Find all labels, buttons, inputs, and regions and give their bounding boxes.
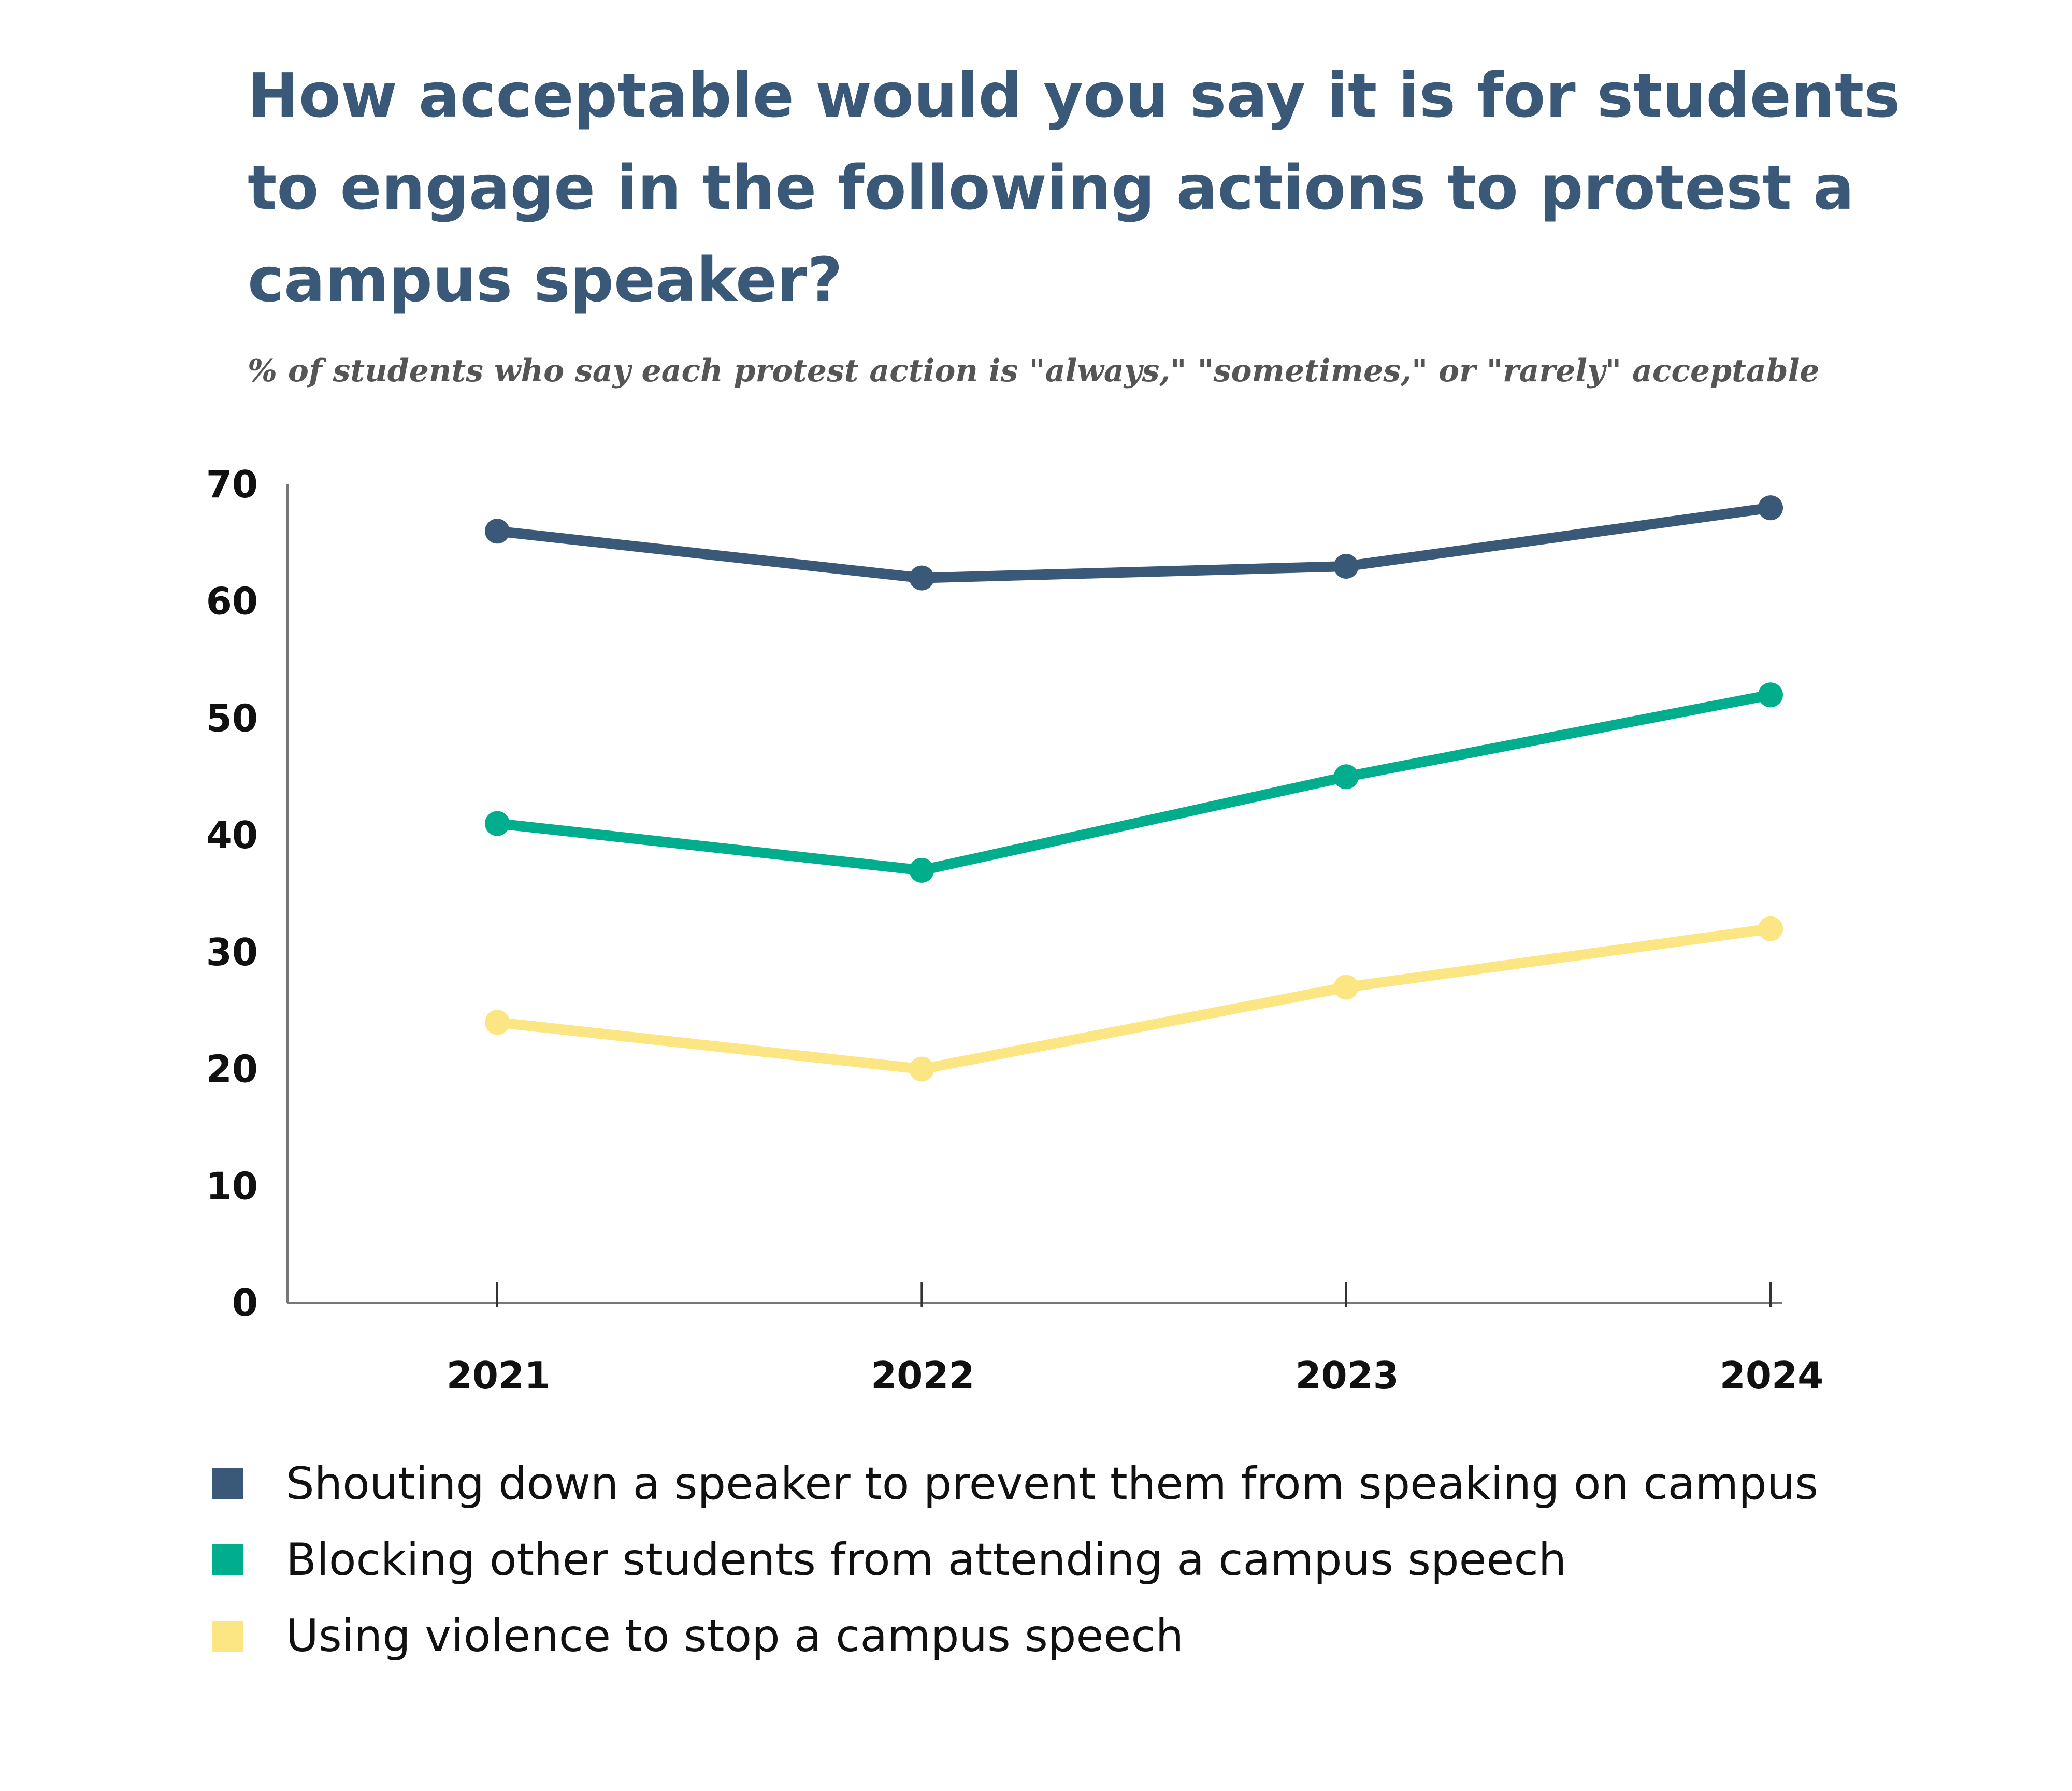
data-point bbox=[909, 857, 934, 883]
x-tick-label: 2024 bbox=[1720, 1354, 1823, 1397]
data-point bbox=[909, 565, 934, 591]
legend-swatch bbox=[212, 1544, 243, 1575]
legend-item: Using violence to stop a campus speech bbox=[212, 1598, 2025, 1674]
legend-item: Blocking other students from attending a… bbox=[212, 1522, 2025, 1598]
chart-subtitle: % of students who say each protest actio… bbox=[248, 353, 1820, 389]
y-tick-label: 20 bbox=[206, 1048, 258, 1091]
data-point bbox=[485, 519, 510, 544]
data-point bbox=[1333, 554, 1359, 579]
legend-item: Shouting down a speaker to prevent them … bbox=[212, 1445, 2025, 1522]
x-tick-label: 2021 bbox=[447, 1354, 550, 1397]
data-point bbox=[1758, 682, 1783, 708]
series-line bbox=[492, 690, 1776, 876]
data-point bbox=[1758, 916, 1783, 941]
y-tick-label: 40 bbox=[206, 813, 258, 857]
chart-title: How acceptable would you say it is for s… bbox=[248, 60, 1901, 316]
legend-swatch bbox=[212, 1620, 243, 1652]
x-tick-label: 2022 bbox=[871, 1354, 974, 1397]
legend-swatch bbox=[212, 1468, 243, 1499]
data-point bbox=[485, 811, 510, 836]
data-point bbox=[1333, 764, 1359, 790]
chart-legend: Shouting down a speaker to prevent them … bbox=[212, 1445, 2025, 1674]
y-tick-label: 30 bbox=[206, 930, 258, 974]
legend-label: Shouting down a speaker to prevent them … bbox=[286, 1457, 1819, 1510]
y-tick-label: 0 bbox=[232, 1281, 258, 1325]
data-point bbox=[485, 1010, 510, 1035]
series-group bbox=[485, 495, 1783, 591]
x-tick-label: 2023 bbox=[1295, 1354, 1399, 1397]
legend-label: Using violence to stop a campus speech bbox=[286, 1610, 1184, 1662]
y-tick-label: 60 bbox=[206, 580, 258, 623]
data-point bbox=[909, 1056, 934, 1082]
series-group bbox=[485, 916, 1783, 1082]
y-tick-label: 50 bbox=[206, 696, 258, 740]
data-point bbox=[1758, 495, 1783, 521]
series-line bbox=[492, 923, 1776, 1074]
y-tick-label: 10 bbox=[206, 1164, 258, 1208]
series-group bbox=[485, 682, 1783, 883]
y-tick-label: 70 bbox=[206, 463, 258, 506]
chart-axes: 0 10 20 30 40 50 60 70 2021 2022 2023 2024 bbox=[206, 463, 1823, 1397]
data-point bbox=[1333, 975, 1359, 1000]
legend-label: Blocking other students from attending a… bbox=[286, 1534, 1567, 1586]
series-layer bbox=[485, 495, 1783, 1082]
series-line bbox=[492, 503, 1776, 583]
